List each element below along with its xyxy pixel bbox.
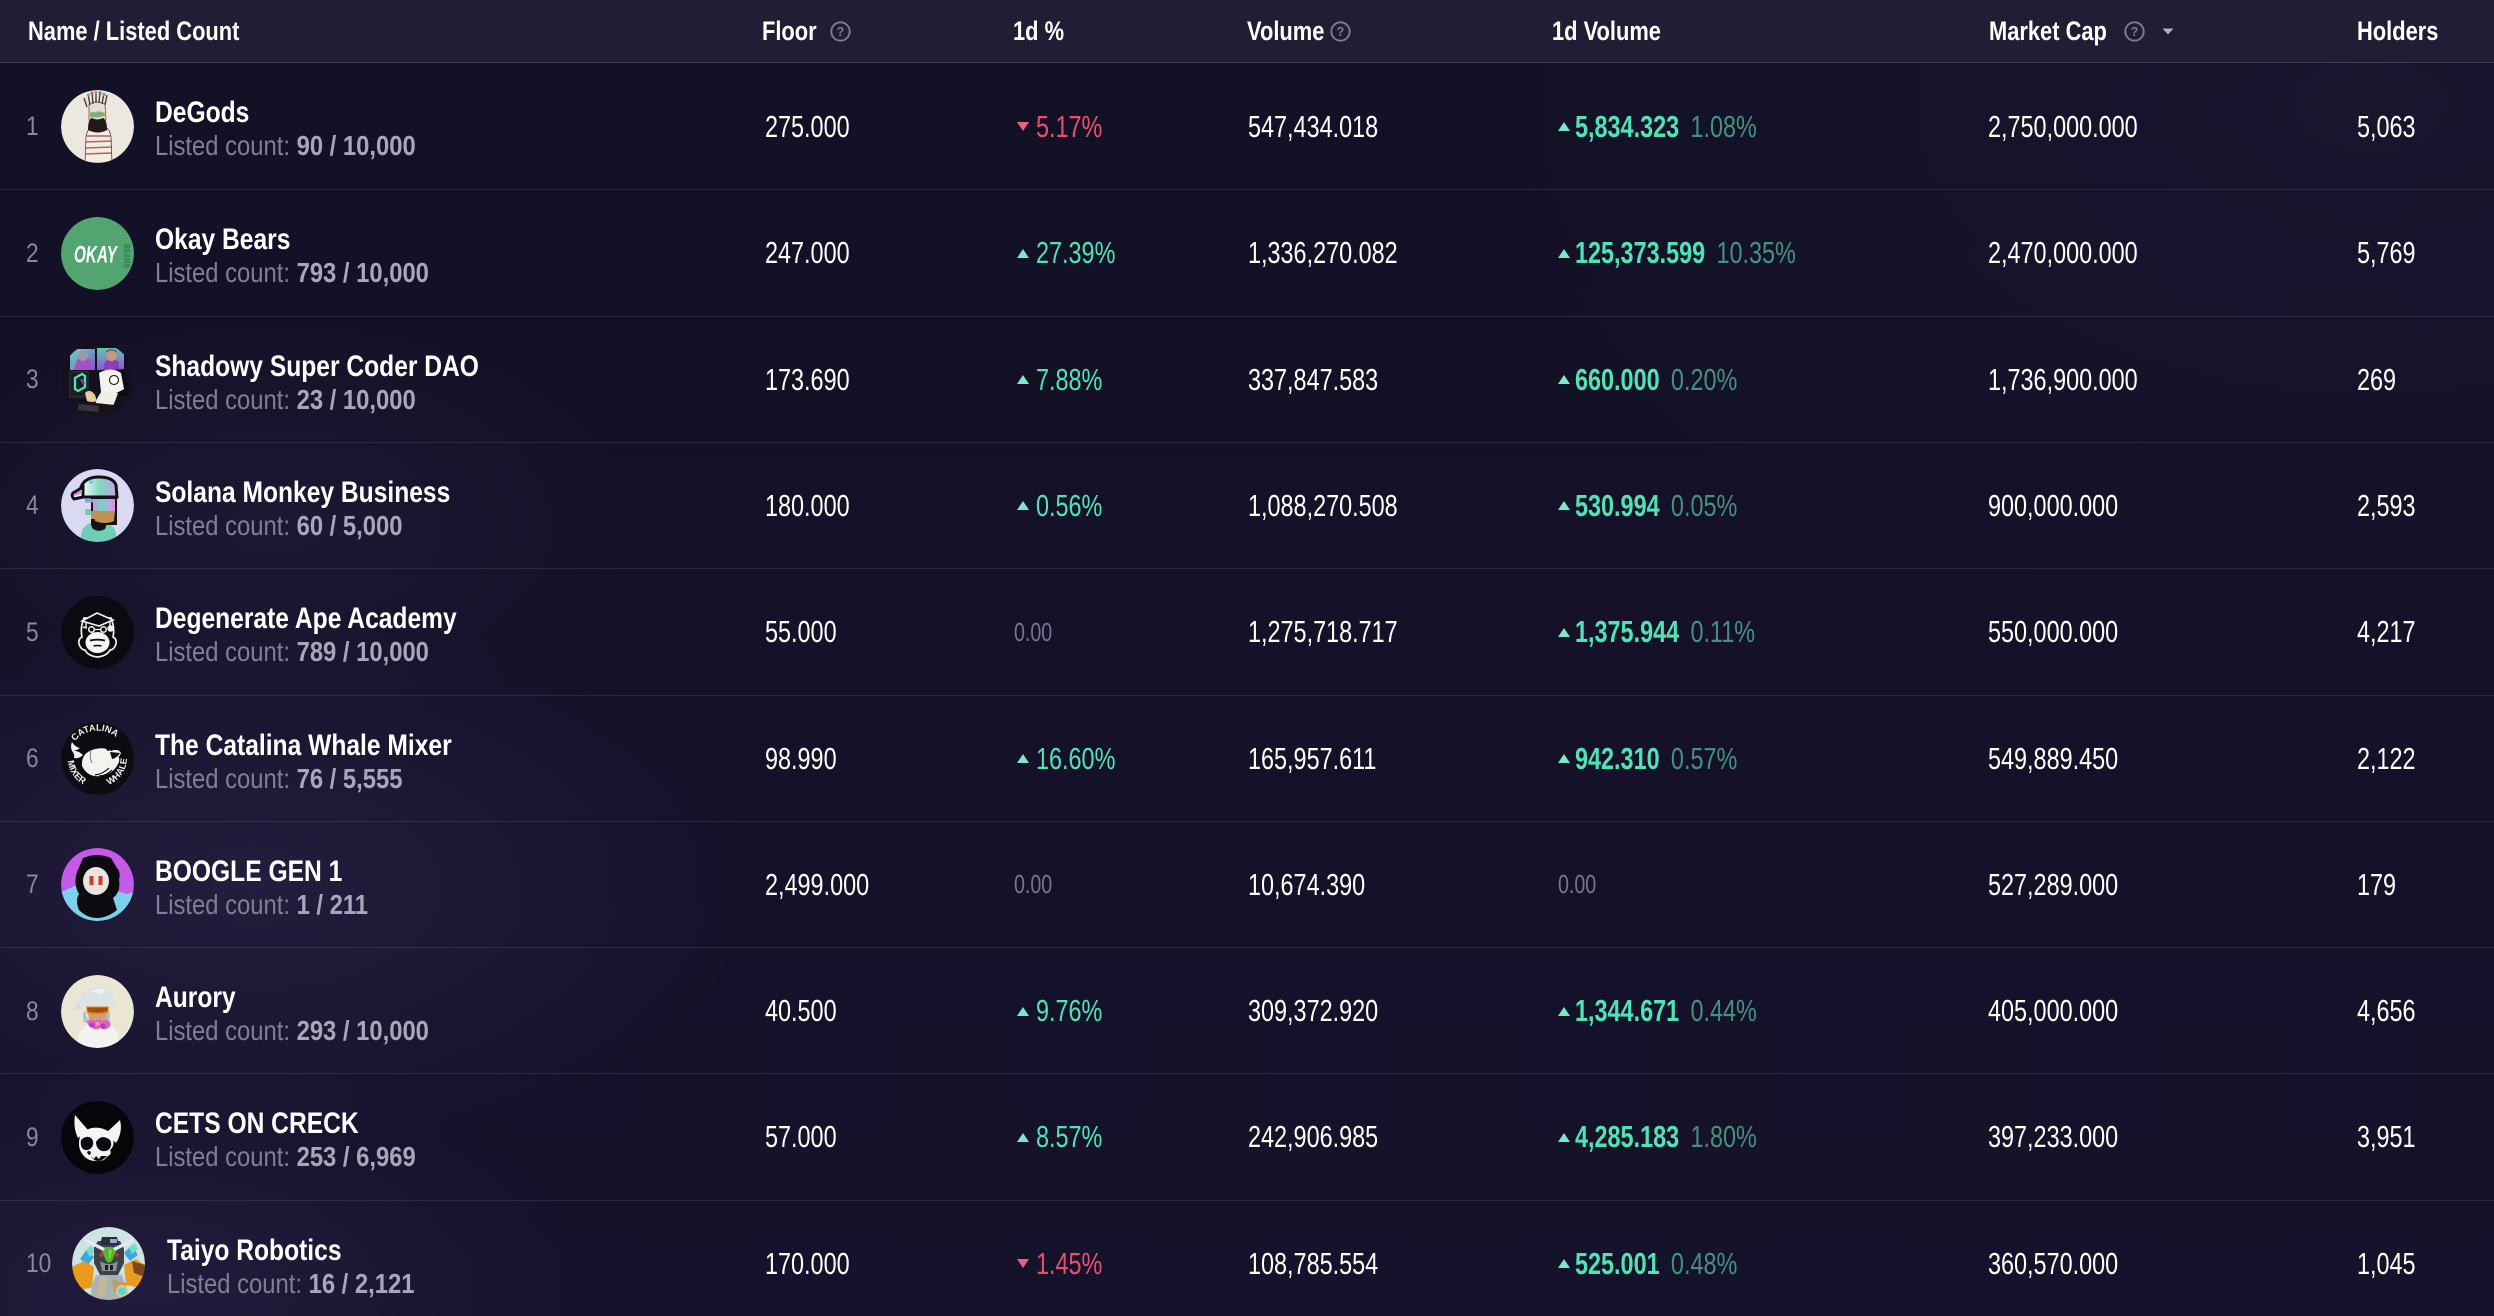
svg-text:?: ? [837,25,845,39]
svg-text:?: ? [1337,25,1345,39]
svg-text:OKAY: OKAY [74,241,118,268]
svg-text:?: ? [2131,25,2139,39]
svg-text:BEARS: BEARS [122,244,132,268]
